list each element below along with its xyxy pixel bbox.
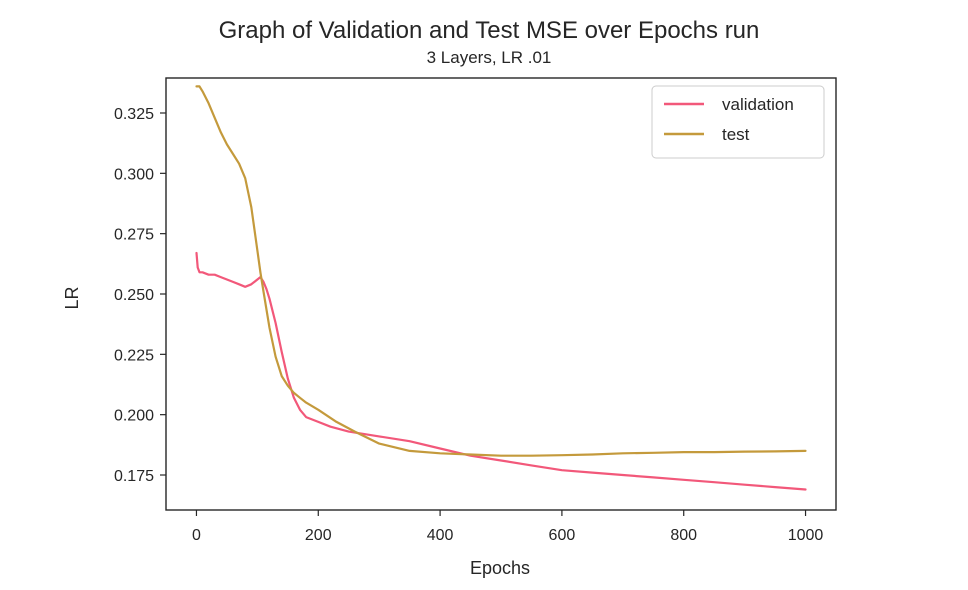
series-line-test [195,85,807,457]
x-tick-label: 1000 [788,527,824,544]
y-tick-label: 0.200 [114,408,154,425]
x-tick-label: 800 [670,527,697,544]
plot-lines [195,85,807,491]
y-axis-label: LR [62,286,82,309]
x-tick-label: 400 [427,527,454,544]
x-axis-label: Epochs [470,558,530,578]
y-tick-label: 0.275 [114,227,154,244]
y-tick-label: 0.225 [114,347,154,364]
x-tick-label: 200 [305,527,332,544]
legend-label-validation: validation [722,95,794,114]
chart-title: Graph of Validation and Test MSE over Ep… [219,17,760,44]
y-tick-label: 0.325 [114,106,154,123]
y-tick-label: 0.250 [114,287,154,304]
legend-label-test: test [722,125,750,144]
x-ticks: 0 200 400 600 800 1000 [192,510,823,544]
x-tick-label: 0 [192,527,201,544]
x-tick-label: 600 [549,527,576,544]
y-ticks: 0.175 0.200 0.225 0.250 0.275 0.300 0.325 [114,106,166,485]
chart-subtitle: 3 Layers, LR .01 [427,48,552,67]
legend: validation test [651,85,825,159]
y-tick-label: 0.175 [114,468,154,485]
y-tick-label: 0.300 [114,166,154,183]
series-line-validation [195,251,807,491]
